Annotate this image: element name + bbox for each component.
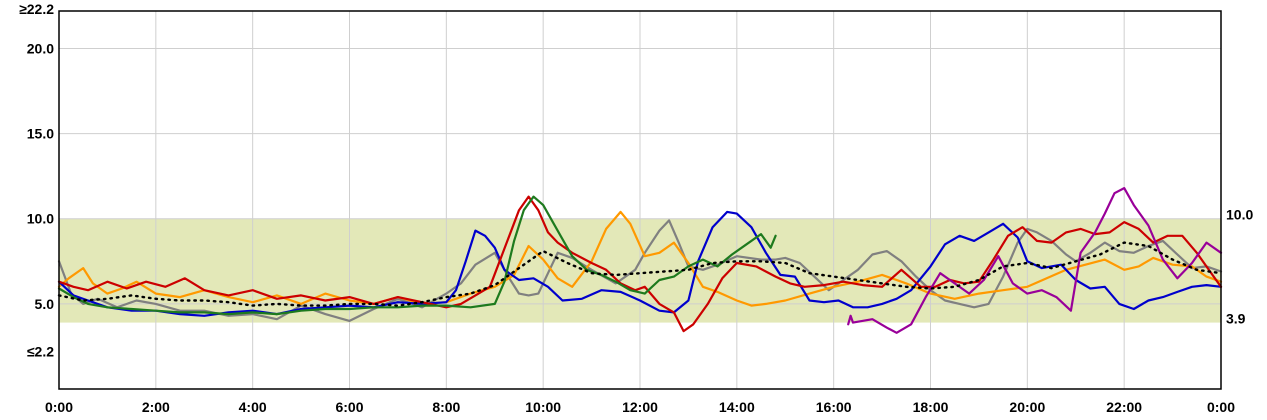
- x-tick-label: 0:00: [1207, 399, 1235, 415]
- x-tick-label: 18:00: [913, 399, 949, 415]
- x-tick-label: 22:00: [1106, 399, 1142, 415]
- series-lines: [57, 187, 1223, 334]
- y-tick-label: 20.0: [27, 40, 54, 56]
- plot-frame: [58, 10, 1222, 390]
- grid: [59, 11, 1221, 389]
- x-tick-label: 16:00: [816, 399, 852, 415]
- y-right-label: 3.9: [1226, 311, 1246, 327]
- median-line: [57, 241, 1223, 307]
- x-tick-label: 10:00: [525, 399, 561, 415]
- series-line-4: [57, 195, 1223, 333]
- x-tick-label: 2:00: [142, 399, 170, 415]
- y-tick-label: 5.0: [35, 296, 55, 312]
- x-tick-label: 14:00: [719, 399, 755, 415]
- series-line-5: [57, 195, 777, 316]
- x-tick-label: 4:00: [239, 399, 267, 415]
- y-tick-label: 15.0: [27, 126, 54, 142]
- x-tick-label: 20:00: [1009, 399, 1045, 415]
- series-line-3: [57, 210, 1223, 317]
- y-tick-label: 10.0: [27, 211, 54, 227]
- x-tick-label: 12:00: [622, 399, 658, 415]
- x-tick-label: 6:00: [335, 399, 363, 415]
- y-tick-label: ≥22.2: [19, 1, 54, 17]
- x-tick-label: 0:00: [45, 399, 73, 415]
- y-right-label: 10.0: [1226, 207, 1253, 223]
- x-tick-label: 8:00: [432, 399, 460, 415]
- axis-labels: 0:00 2:00 4:00 6:00 8:00 10:00 12:00 14:00 16:00…: [19, 1, 1253, 415]
- y-tick-label: ≤2.2: [27, 344, 54, 360]
- series-line-2: [57, 210, 1223, 307]
- series-line-6: [847, 187, 1223, 334]
